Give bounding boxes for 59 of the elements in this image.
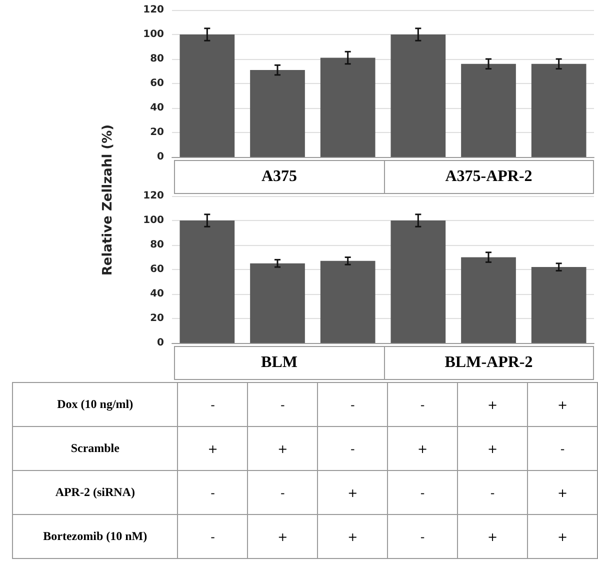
text: + bbox=[418, 442, 428, 456]
text: - bbox=[210, 398, 215, 412]
y-tick-label: 80 bbox=[150, 240, 164, 250]
y-tick-label: 0 bbox=[157, 152, 164, 162]
bar bbox=[531, 267, 586, 343]
text: + bbox=[487, 398, 498, 412]
category-label: Bortezomib (10 nM) bbox=[43, 529, 148, 543]
text: + bbox=[557, 530, 568, 544]
text: - bbox=[420, 530, 425, 544]
y-tick-label: 0 bbox=[157, 338, 164, 348]
bar bbox=[320, 58, 376, 157]
y-tick-label: 40 bbox=[150, 102, 164, 114]
bar bbox=[390, 220, 446, 343]
text: A375 bbox=[175, 161, 384, 193]
bar bbox=[180, 34, 235, 157]
bar bbox=[320, 260, 376, 343]
text: - bbox=[210, 530, 215, 544]
bar bbox=[180, 220, 235, 343]
text: BLM bbox=[175, 347, 384, 379]
text: - bbox=[420, 398, 425, 412]
text: + bbox=[208, 442, 218, 456]
bar bbox=[531, 64, 586, 157]
y-tick-label: 100 bbox=[143, 215, 164, 226]
text: - bbox=[420, 486, 425, 500]
text: - bbox=[350, 398, 355, 412]
text: + bbox=[557, 398, 568, 412]
y-tick-label: 20 bbox=[150, 313, 164, 324]
y-tick-label: 40 bbox=[150, 288, 164, 300]
bar bbox=[390, 34, 446, 157]
bar bbox=[250, 70, 305, 157]
category-label: Dox (10 ng/ml) bbox=[57, 397, 134, 411]
bar bbox=[461, 257, 516, 343]
text: + bbox=[278, 530, 288, 544]
text: + bbox=[487, 442, 498, 456]
text: + bbox=[557, 486, 568, 500]
text: - bbox=[280, 486, 285, 500]
y-tick-label: 120 bbox=[143, 4, 164, 16]
category-label: APR-2 (siRNA) bbox=[55, 485, 135, 499]
text: BLM-APR-2 bbox=[444, 353, 534, 373]
bar bbox=[461, 64, 516, 157]
category-label: Scramble bbox=[70, 441, 120, 455]
text: - bbox=[350, 442, 355, 456]
text: - bbox=[210, 486, 215, 500]
bar bbox=[250, 263, 305, 343]
text: + bbox=[348, 486, 358, 500]
text: + bbox=[348, 530, 358, 544]
y-tick-label: 20 bbox=[150, 127, 164, 138]
y-tick-label: 80 bbox=[150, 54, 164, 64]
text: + bbox=[487, 530, 498, 544]
y-axis-title: Relative Zellzahl (%) bbox=[100, 124, 116, 276]
text: A375-APR-2 bbox=[444, 167, 534, 187]
y-tick-label: 120 bbox=[143, 190, 164, 202]
text: - bbox=[280, 398, 285, 412]
text: - bbox=[490, 486, 495, 500]
text: - bbox=[560, 442, 565, 456]
y-tick-label: 100 bbox=[143, 29, 164, 40]
text: + bbox=[278, 442, 288, 456]
y-tick-label: 60 bbox=[150, 264, 164, 275]
y-tick-label: 60 bbox=[150, 78, 164, 89]
